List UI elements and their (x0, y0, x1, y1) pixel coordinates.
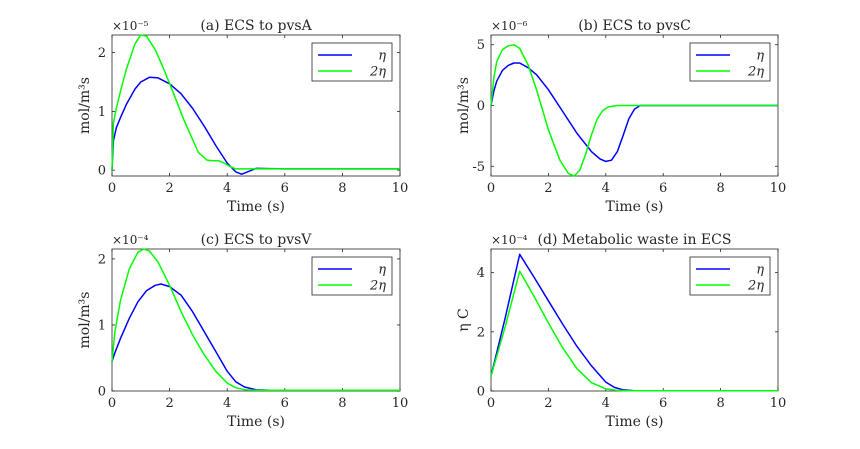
x-tick-label: 2 (165, 181, 173, 196)
x-tick-label: 10 (392, 396, 409, 411)
legend-label: η (756, 263, 764, 278)
legend: η2η (689, 42, 771, 82)
y-axis-label: mol/m³s (77, 77, 93, 134)
x-axis-label: Time (s) (606, 414, 664, 430)
x-axis-label: Time (s) (606, 199, 664, 215)
chart-title: (b) ECS to pvsC (578, 18, 691, 34)
x-tick-label: 4 (223, 396, 231, 411)
legend-box (689, 42, 771, 82)
legend: η2η (689, 256, 771, 296)
y-tick-label: 2 (477, 325, 485, 340)
chart-panel-2: 0 2 4 6 8 10 0 1 2 ×10⁻⁴ (c) ECS to pvsV Time (s) mo… (77, 232, 408, 430)
chart-panel-0: 0 2 4 6 8 10 0 1 2 ×10⁻⁵ (a) ECS to pvsA Time (s) mo… (77, 18, 408, 215)
x-tick-label: 10 (392, 181, 409, 196)
x-axis-label: Time (s) (227, 199, 285, 215)
x-tick-label: 2 (165, 396, 173, 411)
legend: η2η (311, 42, 393, 82)
x-tick-label: 6 (281, 396, 289, 411)
y-tick-label: 2 (98, 252, 106, 267)
series-line-0 (490, 62, 778, 163)
x-tick-label: 0 (108, 181, 116, 196)
legend-box (311, 256, 393, 296)
legend-label: 2η (369, 65, 386, 80)
legend-box (311, 42, 393, 82)
chart-panel-3: 0 2 4 6 8 10 0 2 4 ×10⁻⁴ (d) Metabolic waste in EC… (456, 232, 786, 430)
legend-label: 2η (747, 65, 764, 80)
y-tick-label: 0 (477, 99, 485, 114)
chart-title: (d) Metabolic waste in ECS (538, 232, 732, 248)
y-axis-label: η C (456, 308, 472, 332)
series-line-1 (111, 34, 400, 171)
series-line-1 (490, 43, 778, 177)
y-exponent-label: ×10⁻⁴ (491, 233, 528, 247)
series-line-1 (111, 248, 400, 392)
legend-label: η (378, 49, 386, 64)
x-tick-label: 4 (602, 181, 610, 196)
series-line-1 (490, 270, 778, 392)
y-tick-label: 1 (98, 318, 106, 333)
y-axis-label: mol/m³s (77, 292, 93, 349)
x-tick-label: 10 (770, 396, 787, 411)
legend: η2η (311, 256, 393, 296)
x-tick-label: 8 (716, 181, 724, 196)
y-exponent-label: ×10⁻⁶ (491, 19, 528, 33)
legend-label: η (378, 263, 386, 278)
legend-label: 2η (369, 279, 386, 294)
y-tick-label: 0 (98, 164, 106, 179)
x-tick-label: 4 (223, 181, 231, 196)
y-tick-label: 2 (98, 46, 106, 61)
y-tick-label: 5 (477, 38, 485, 53)
y-tick-label: 4 (477, 266, 485, 281)
y-tick-label: 1 (98, 105, 106, 120)
legend-box (689, 256, 771, 296)
y-exponent-label: ×10⁻⁵ (112, 19, 149, 33)
y-tick-label: 0 (98, 385, 106, 400)
x-tick-label: 4 (602, 396, 610, 411)
x-tick-label: 6 (659, 181, 667, 196)
x-tick-label: 8 (338, 181, 346, 196)
x-axis-label: Time (s) (227, 414, 285, 430)
y-tick-label: -5 (472, 160, 485, 175)
x-tick-label: 0 (487, 396, 495, 411)
y-axis-label: mol/m³s (456, 77, 472, 134)
x-tick-label: 0 (108, 396, 116, 411)
y-exponent-label: ×10⁻⁴ (112, 233, 149, 247)
x-tick-label: 6 (659, 396, 667, 411)
x-tick-label: 2 (544, 396, 552, 411)
chart-title: (a) ECS to pvsA (200, 18, 312, 34)
legend-label: η (756, 49, 764, 64)
legend-label: 2η (747, 279, 764, 294)
x-tick-label: 8 (716, 396, 724, 411)
x-tick-label: 6 (281, 181, 289, 196)
chart-title: (c) ECS to pvsV (201, 232, 313, 248)
x-tick-label: 10 (770, 181, 787, 196)
x-tick-label: 0 (487, 181, 495, 196)
y-tick-label: 0 (477, 385, 485, 400)
x-tick-label: 2 (544, 181, 552, 196)
x-tick-label: 8 (338, 396, 346, 411)
series-line-0 (111, 76, 400, 175)
